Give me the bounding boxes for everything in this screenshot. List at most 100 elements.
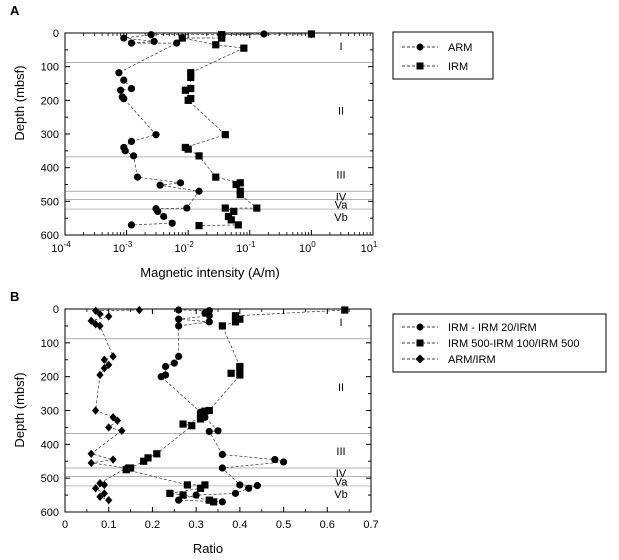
- data-point-square: [144, 454, 152, 462]
- data-point-circle: [152, 131, 160, 139]
- panel-b-legend-entry-irm-irm20: IRM - IRM 20/IRM: [402, 322, 537, 334]
- data-point-square: [201, 407, 209, 415]
- data-point-square: [153, 450, 161, 458]
- data-point-circle: [175, 322, 183, 330]
- panel-a-legend-label-arm: ARM: [448, 42, 472, 54]
- data-point-square: [218, 34, 226, 42]
- series-line-circle: [118, 33, 265, 226]
- data-point-square: [231, 318, 240, 326]
- panel-b-label: B: [10, 289, 19, 304]
- data-point-diamond: [109, 352, 117, 361]
- data-point-circle: [161, 362, 170, 371]
- y-tick-label: 500: [41, 473, 59, 485]
- data-point-circle: [175, 352, 183, 360]
- data-point-circle: [127, 137, 136, 146]
- y-tick-label: 300: [41, 129, 59, 141]
- series-line-circle: [160, 309, 284, 503]
- x-tick-label: 0.5: [276, 519, 291, 531]
- data-point-circle: [218, 498, 226, 506]
- panel-b-plot-frame: [64, 308, 372, 513]
- data-point-square: [212, 41, 220, 49]
- data-point-diamond: [113, 416, 122, 425]
- x-tick-label: 0.1: [101, 519, 116, 531]
- data-point-square: [205, 496, 213, 504]
- data-point-circle: [218, 450, 226, 459]
- data-point-diamond: [109, 413, 117, 422]
- data-point-diamond: [87, 449, 95, 459]
- data-point-circle: [183, 204, 191, 212]
- plot-frame-rect: [64, 308, 372, 513]
- data-point-square: [179, 491, 187, 499]
- data-point-circle: [115, 69, 123, 77]
- unit-label-vb: Vb: [334, 212, 347, 224]
- panel-b-y-ticks: 0 100 200 300 400 500 600: [41, 304, 371, 519]
- x-tick-label: 101: [361, 240, 378, 255]
- data-point-square: [181, 86, 189, 94]
- x-tick-label: 0.2: [145, 519, 160, 531]
- data-point-circle: [127, 84, 136, 93]
- data-point-square: [253, 204, 261, 212]
- data-point-square: [231, 312, 240, 320]
- data-point-diamond: [105, 312, 113, 321]
- panel-b-legend-label-irm500-irm100: IRM 500-IRM 100/IRM 500: [448, 338, 579, 350]
- panel-b-y-axis-title: Depth (mbsf): [12, 372, 27, 447]
- data-point-square: [236, 191, 244, 199]
- panel-a: A Depth (mbsf) Magnetic intensity (A/m) …: [10, 3, 494, 280]
- data-point-diamond: [105, 360, 113, 370]
- y-tick-label: 600: [41, 230, 59, 242]
- data-point-diamond: [135, 305, 143, 315]
- data-point-circle: [279, 458, 288, 466]
- data-point-circle: [176, 179, 185, 187]
- data-point-circle: [168, 219, 176, 227]
- data-point-square: [187, 84, 195, 93]
- data-point-diamond: [109, 455, 117, 464]
- data-point-circle: [205, 318, 213, 326]
- data-point-circle: [253, 482, 261, 490]
- x-tick-label: 100: [299, 240, 316, 255]
- data-point-circle: [120, 34, 128, 42]
- data-point-square: [221, 131, 229, 139]
- data-point-square: [201, 481, 209, 489]
- data-point-square: [178, 34, 186, 42]
- unit-label-va: Va: [335, 200, 349, 212]
- legend-square-marker: [416, 339, 424, 347]
- data-point-square: [183, 481, 191, 489]
- unit-label-ii: II: [338, 382, 344, 394]
- data-point-circle: [120, 76, 128, 84]
- data-point-circle: [130, 152, 138, 160]
- panel-b-legend-label-irm-irm20: IRM - IRM 20/IRM: [448, 322, 537, 334]
- panel-a-data-points: [115, 30, 315, 230]
- data-point-diamond: [96, 492, 104, 501]
- data-point-diamond: [96, 309, 104, 319]
- data-point-circle: [117, 86, 125, 94]
- data-point-circle: [205, 427, 213, 436]
- panel-a-legend: ARM IRM: [392, 31, 494, 80]
- panel-a-legend-entry-irm: IRM: [402, 61, 468, 73]
- data-point-diamond: [105, 423, 113, 432]
- panel-a-plot-frame: [64, 32, 374, 236]
- data-point-circle: [173, 39, 181, 47]
- data-point-circle: [150, 37, 158, 46]
- plot-frame-rect: [64, 32, 374, 236]
- data-point-square: [140, 457, 148, 465]
- data-point-diamond: [96, 321, 104, 331]
- x-tick-label: 0: [62, 519, 68, 531]
- panel-b-legend-entry-irm500-irm100: IRM 500-IRM 100/IRM 500: [402, 338, 579, 350]
- data-point-diamond: [122, 463, 130, 473]
- data-point-square: [184, 145, 192, 153]
- panel-b-data-points: [87, 305, 349, 506]
- panel-b-x-ticks: 0 0.1 0.2 0.3 0.4 0.5 0.6 0.7: [62, 309, 379, 531]
- data-point-circle: [205, 312, 213, 320]
- data-point-square: [179, 420, 187, 428]
- data-point-diamond: [96, 370, 104, 380]
- panel-b-legend-entry-arm-irm: ARM/IRM: [402, 354, 496, 366]
- panel-b-unit-boundaries: [65, 338, 371, 487]
- y-tick-label: 100: [41, 62, 59, 74]
- data-point-circle: [157, 373, 165, 381]
- data-point-square: [227, 369, 235, 377]
- data-point-diamond: [92, 406, 100, 415]
- data-point-square: [195, 152, 203, 160]
- data-point-square: [236, 315, 244, 323]
